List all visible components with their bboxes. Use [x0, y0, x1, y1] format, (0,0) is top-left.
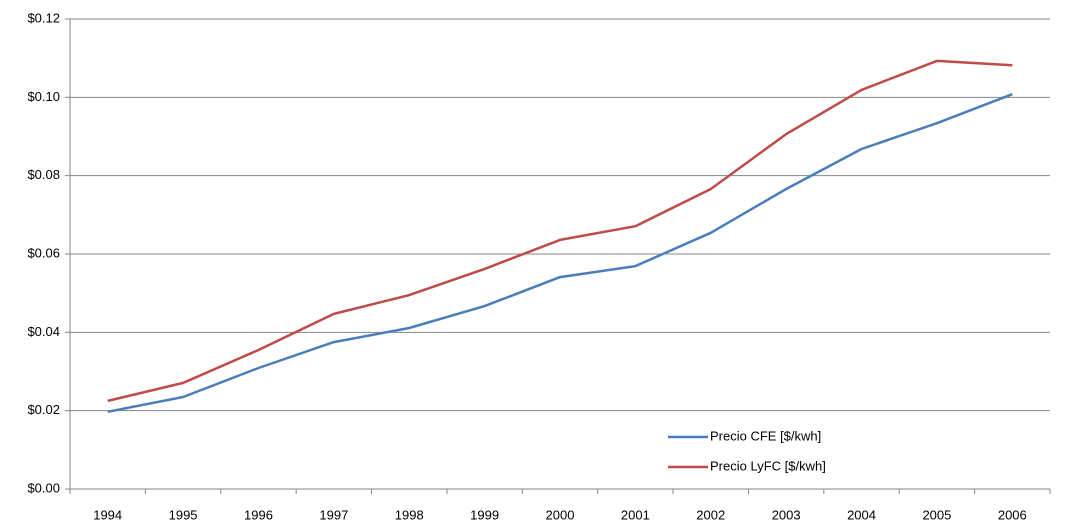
legend-label: Precio CFE [$/kwh]: [710, 428, 821, 443]
y-tick-label: $0.10: [27, 89, 60, 104]
x-tick-label: 2000: [546, 507, 575, 522]
y-tick-label: $0.02: [27, 402, 60, 417]
series-line: [107, 93, 1013, 414]
x-tick-label: 1999: [470, 507, 499, 522]
x-tick-label: 1995: [169, 507, 198, 522]
x-tick-label: 2004: [847, 507, 876, 522]
x-tick-label: 1997: [319, 507, 348, 522]
series-line: [107, 59, 1013, 403]
y-tick-label: $0.06: [27, 245, 60, 260]
x-tick-label: 2001: [621, 507, 650, 522]
x-tick-label: 2003: [772, 507, 801, 522]
x-tick-label: 2005: [922, 507, 951, 522]
x-tick-label: 2002: [696, 507, 725, 522]
y-tick-label: $0.00: [27, 480, 60, 495]
x-tick-label: 2006: [998, 507, 1027, 522]
y-tick-label: $0.08: [27, 167, 60, 182]
x-tick-label: 1998: [395, 507, 424, 522]
x-tick-label: 1994: [93, 507, 122, 522]
y-tick-label: $0.12: [27, 10, 60, 25]
x-tick-label: 1996: [244, 507, 273, 522]
legend-label: Precio LyFC [$/kwh]: [710, 458, 826, 473]
y-tick-label: $0.04: [27, 324, 60, 339]
